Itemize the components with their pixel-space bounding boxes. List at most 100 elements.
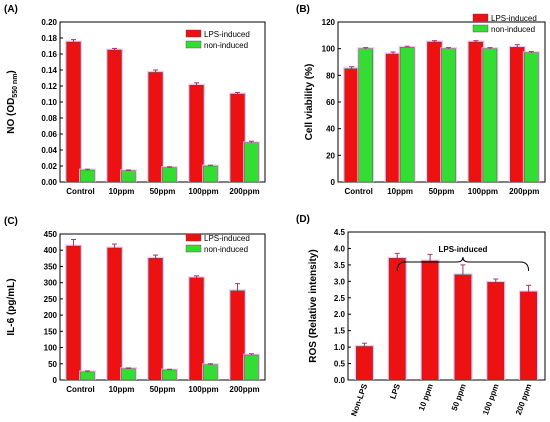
panel-a-bar-lps-induced xyxy=(230,93,245,183)
panel-c-bar-non-induced xyxy=(244,354,259,381)
panel-c-ytick-label: 0 xyxy=(53,376,58,385)
legend-swatch-lps-induced xyxy=(185,233,202,242)
panel-d-xtick-label: LPS xyxy=(388,382,402,400)
panel-a-bar-lps-induced xyxy=(66,41,81,183)
panel-b-xtick-label: Control xyxy=(344,187,372,196)
panel-a-bar-non-induced xyxy=(121,170,136,183)
panel-c-ytick-label: 300 xyxy=(44,279,58,288)
panel-c-ytick-label: 100 xyxy=(44,344,58,353)
legend-label-non-induced: non-induced xyxy=(204,245,248,254)
panel-a-ytick-label: 0.20 xyxy=(41,18,57,27)
panel-d-ytick-label: 1.0 xyxy=(334,343,346,352)
panel-b-xtick-label: 100ppm xyxy=(468,187,498,196)
panel-d-bar-lps-induced xyxy=(388,258,406,381)
panel-c-bar-non-induced xyxy=(80,371,95,381)
panel-a-ylabel: NO (OD550 nm) xyxy=(6,70,19,134)
panel-c-bar-lps-induced xyxy=(107,247,122,381)
panel-b-bar-non-induced xyxy=(441,48,456,183)
panel-a-xtick-label: 100ppm xyxy=(188,187,218,196)
panel-d-xtick-label: 200 ppm xyxy=(514,383,534,417)
panel-a-xtick-label: 200ppm xyxy=(229,187,259,196)
panel-a-bar-non-induced xyxy=(203,165,218,183)
panel-b-ytick-label: 60 xyxy=(326,98,335,107)
panel-c-bar-non-induced xyxy=(121,368,136,381)
panel-b-bar-lps-induced xyxy=(344,68,359,183)
panel-a-ytick-label: 0.16 xyxy=(41,50,57,59)
legend-swatch-non-induced xyxy=(185,244,202,253)
panel-a-xtick-label: Control xyxy=(66,187,94,196)
panel-a-ylabel-main: NO (OD xyxy=(6,98,17,134)
panel-a-label: (A) xyxy=(4,4,18,15)
panel-a-bar-non-induced xyxy=(162,167,177,183)
panel-a-ylabel-end: ) xyxy=(6,70,17,73)
panel-d-ytick-label: 0.5 xyxy=(334,360,346,369)
panel-c-bar-non-induced xyxy=(162,369,177,381)
panel-d-ytick-label: 0.0 xyxy=(334,376,346,385)
panel-a-ytick-label: 0.04 xyxy=(41,146,57,155)
panel-d-bar-lps-induced xyxy=(520,291,537,381)
panel-d-ytick-label: 4.5 xyxy=(334,228,346,237)
panel-c-bar-lps-induced xyxy=(230,290,245,381)
panel-a-ytick-label: 0.14 xyxy=(41,66,57,75)
panel-c-label: (C) xyxy=(4,216,18,227)
legend-label-non-induced: non-induced xyxy=(204,41,248,50)
bracket-label: LPS-induced xyxy=(438,245,487,254)
panel-b-xtick-label: 200ppm xyxy=(509,187,539,196)
panel-b-ytick-label: 100 xyxy=(322,45,336,54)
panel-b-bar-non-induced xyxy=(482,48,498,183)
panel-b-xtick-label: 50ppm xyxy=(429,187,455,196)
panel-c-ytick-label: 50 xyxy=(48,360,57,369)
panel-b-ytick-label: 120 xyxy=(322,18,336,27)
panel-d-ytick-label: 4.0 xyxy=(334,244,346,253)
panel-b-ytick-label: 80 xyxy=(326,71,335,80)
panel-a-bar-non-induced xyxy=(244,142,259,183)
panel-a-xtick-label: 10ppm xyxy=(109,187,135,196)
panel-d-ytick-label: 3.5 xyxy=(334,261,346,270)
legend-label-lps-induced: LPS-induced xyxy=(204,30,250,39)
panel-c-xtick-label: 200ppm xyxy=(229,385,259,394)
panel-a-xtick-label: 50ppm xyxy=(150,187,176,196)
panel-c-ytick-label: 250 xyxy=(44,295,58,304)
panel-d-xtick-label: 50 ppm xyxy=(450,383,468,412)
panel-c-ytick-label: 150 xyxy=(44,327,58,336)
panel-a-ytick-label: 0.12 xyxy=(41,82,57,91)
panel-b-ylabel: Cell viability (%) xyxy=(304,64,315,141)
panel-b-xtick-label: 10ppm xyxy=(387,187,413,196)
panel-d-xtick-label: Non-LPS xyxy=(349,382,369,417)
panel-a-bar-lps-induced xyxy=(148,72,163,183)
panel-a-ylabel-sub: 550 nm xyxy=(12,74,19,98)
legend-swatch-lps-induced xyxy=(472,13,489,22)
panel-b-bar-lps-induced xyxy=(468,41,484,183)
panel-d-bar-lps-induced xyxy=(487,282,505,381)
legend-label-non-induced: non-induced xyxy=(491,25,535,34)
panel-a-bar-non-induced xyxy=(80,169,95,183)
panel-b-ytick-label: 40 xyxy=(326,125,335,134)
panel-c-ytick-label: 450 xyxy=(44,230,58,239)
panel-b-bar-non-induced xyxy=(524,52,539,183)
panel-c-bar-lps-induced xyxy=(148,258,163,381)
panel-d-bar-lps-induced xyxy=(421,260,439,381)
panel-c-ytick-label: 350 xyxy=(44,262,58,271)
panel-b-bar-non-induced xyxy=(358,48,373,183)
legend-swatch-lps-induced xyxy=(185,29,202,38)
panel-a-ytick-label: 0.08 xyxy=(41,114,57,123)
panel-d-bar-lps-induced xyxy=(356,346,373,381)
panel-a-bar-lps-induced xyxy=(189,84,204,183)
legend-label-lps-induced: LPS-induced xyxy=(491,14,537,23)
panel-a-bar-lps-induced xyxy=(107,49,122,183)
legend-swatch-non-induced xyxy=(185,40,202,49)
panel-d-ytick-label: 2.5 xyxy=(334,294,346,303)
panel-b-label: (B) xyxy=(296,4,310,15)
panel-d-axes-frame xyxy=(347,231,546,381)
panel-c-xtick-label: 10ppm xyxy=(109,385,135,394)
panel-d-ytick-label: 3.0 xyxy=(334,277,346,286)
panel-a-ytick-label: 0.02 xyxy=(41,162,57,171)
panel-d-label: (D) xyxy=(296,214,310,225)
panel-a-ytick-label: 0.00 xyxy=(41,178,57,187)
panel-b-bar-lps-induced xyxy=(427,41,442,183)
legend-label-lps-induced: LPS-induced xyxy=(204,234,250,243)
panel-c-xtick-label: Control xyxy=(66,385,94,394)
panel-b-bar-lps-induced xyxy=(385,53,401,183)
panel-a-ytick-label: 0.10 xyxy=(41,98,57,107)
